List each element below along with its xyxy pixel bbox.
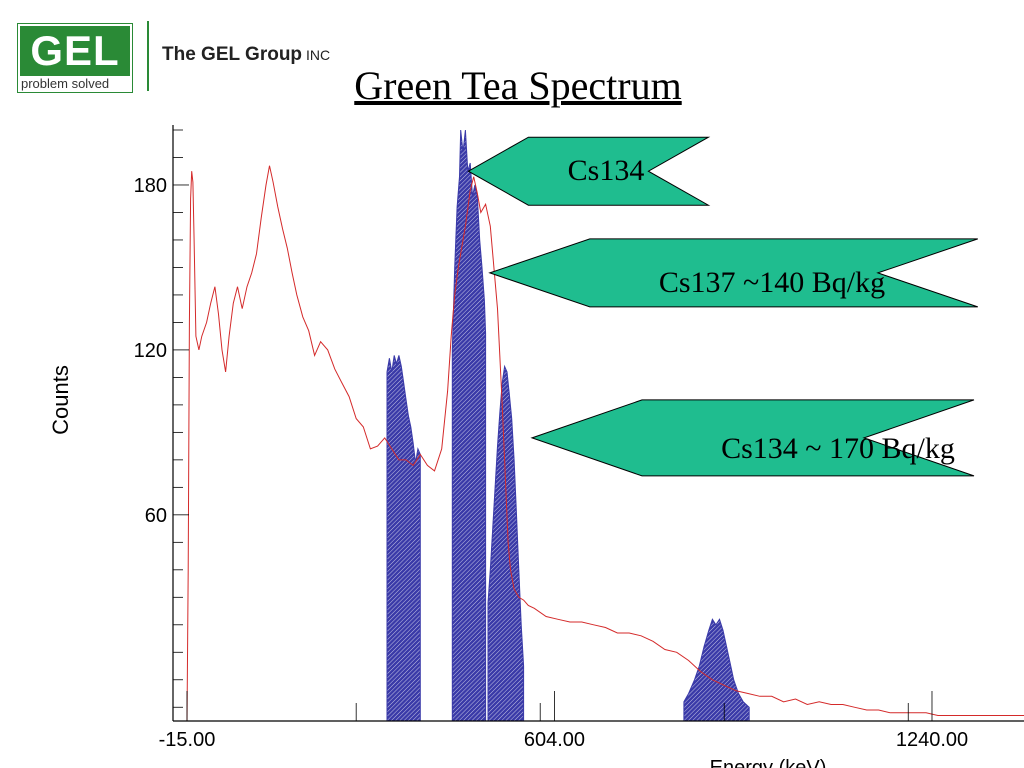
y-tick-label: 180 bbox=[134, 175, 167, 197]
spectrum-line bbox=[186, 165, 1024, 722]
company-name-text: The GEL Group bbox=[162, 44, 303, 65]
y-axis-label: Counts bbox=[48, 365, 73, 435]
y-tick-label: 120 bbox=[134, 340, 167, 362]
logo-tagline: problem solved bbox=[21, 76, 110, 91]
logo-divider bbox=[147, 21, 149, 91]
slide-title: Green Tea Spectrum bbox=[354, 63, 682, 108]
callout-arrow-2 bbox=[488, 238, 978, 308]
gel-logo: GEL problem solved bbox=[17, 23, 133, 93]
x-tick-label: 1240.00 bbox=[896, 729, 968, 751]
y-tick-label: 60 bbox=[145, 505, 167, 527]
spectrum-line-layer bbox=[186, 165, 1024, 722]
callout-arrow-1 bbox=[467, 136, 711, 206]
callout-arrow-3 bbox=[530, 399, 975, 477]
callouts: Cs134 Cs137 ~140 Bq/kg Cs134 ~ 170 Bq/kg bbox=[467, 136, 978, 477]
peak-fill-4 bbox=[683, 618, 750, 722]
x-axis-label: Energy (keV) bbox=[710, 757, 827, 768]
peak-fill-3 bbox=[487, 364, 525, 722]
x-tick-label: 604.00 bbox=[524, 729, 585, 751]
axes: 60 120 180 -15.00 604.00 1240.00 Energy (keV) C… bbox=[48, 125, 1024, 768]
callout-label-2: Cs137 ~140 Bq/kg bbox=[659, 266, 885, 299]
x-tick-label: -15.00 bbox=[159, 729, 216, 751]
logo-mark: GEL bbox=[20, 26, 130, 76]
peak-fill-2 bbox=[451, 129, 487, 722]
company-name: The GEL Group INC bbox=[162, 44, 330, 66]
peak-fill-1 bbox=[386, 355, 421, 722]
company-suffix: INC bbox=[306, 47, 331, 63]
peak-fills bbox=[386, 129, 750, 722]
callout-label-3: Cs134 ~ 170 Bq/kg bbox=[721, 432, 955, 465]
callout-label-1: Cs134 bbox=[568, 154, 645, 187]
